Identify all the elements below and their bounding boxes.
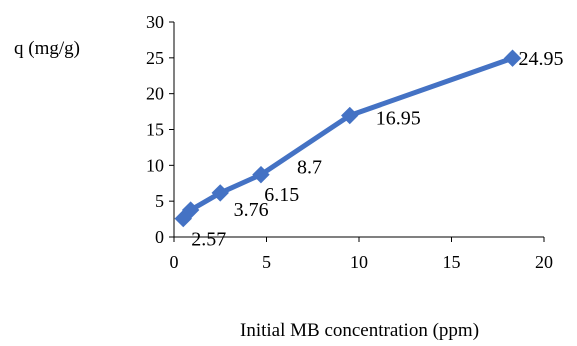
y-tick-label: 30 bbox=[146, 12, 164, 32]
y-tick-label: 5 bbox=[155, 191, 164, 211]
data-label: 16.95 bbox=[376, 108, 421, 130]
data-point-marker bbox=[503, 49, 522, 67]
data-point-marker bbox=[341, 106, 359, 125]
y-tick-label: 25 bbox=[146, 48, 164, 68]
y-tick-label: 15 bbox=[146, 120, 164, 140]
y-axis-label: q (mg/g) bbox=[14, 38, 80, 59]
data-label: 2.57 bbox=[191, 229, 226, 251]
data-labels: 2.57 3.766.15 8.7 16.95 24.95 bbox=[191, 48, 563, 250]
data-label: 3.76 bbox=[234, 199, 269, 221]
y-axis-ticks: 0 5 10 15 20 25 30 bbox=[146, 12, 174, 247]
y-tick-label: 10 bbox=[146, 155, 164, 175]
x-axis-label: Initial MB concentration (ppm) bbox=[240, 320, 479, 341]
data-label: 8.7 bbox=[297, 157, 322, 179]
x-tick-label: 10 bbox=[350, 252, 368, 272]
x-tick-label: 20 bbox=[535, 252, 553, 272]
series-markers bbox=[174, 49, 522, 228]
data-label: 24.95 bbox=[519, 48, 564, 70]
data-point-marker bbox=[252, 165, 270, 184]
series-line bbox=[181, 55, 514, 221]
data-point-marker bbox=[211, 184, 229, 202]
data-point-marker bbox=[181, 201, 200, 219]
y-tick-label: 0 bbox=[155, 227, 164, 247]
x-tick-label: 15 bbox=[443, 252, 461, 272]
x-tick-label: 0 bbox=[170, 252, 179, 272]
data-label: 6.15 bbox=[264, 184, 299, 206]
x-tick-label: 5 bbox=[262, 252, 271, 272]
x-axis-ticks: 0 5 10 15 20 bbox=[170, 237, 553, 272]
y-tick-label: 20 bbox=[146, 84, 164, 104]
